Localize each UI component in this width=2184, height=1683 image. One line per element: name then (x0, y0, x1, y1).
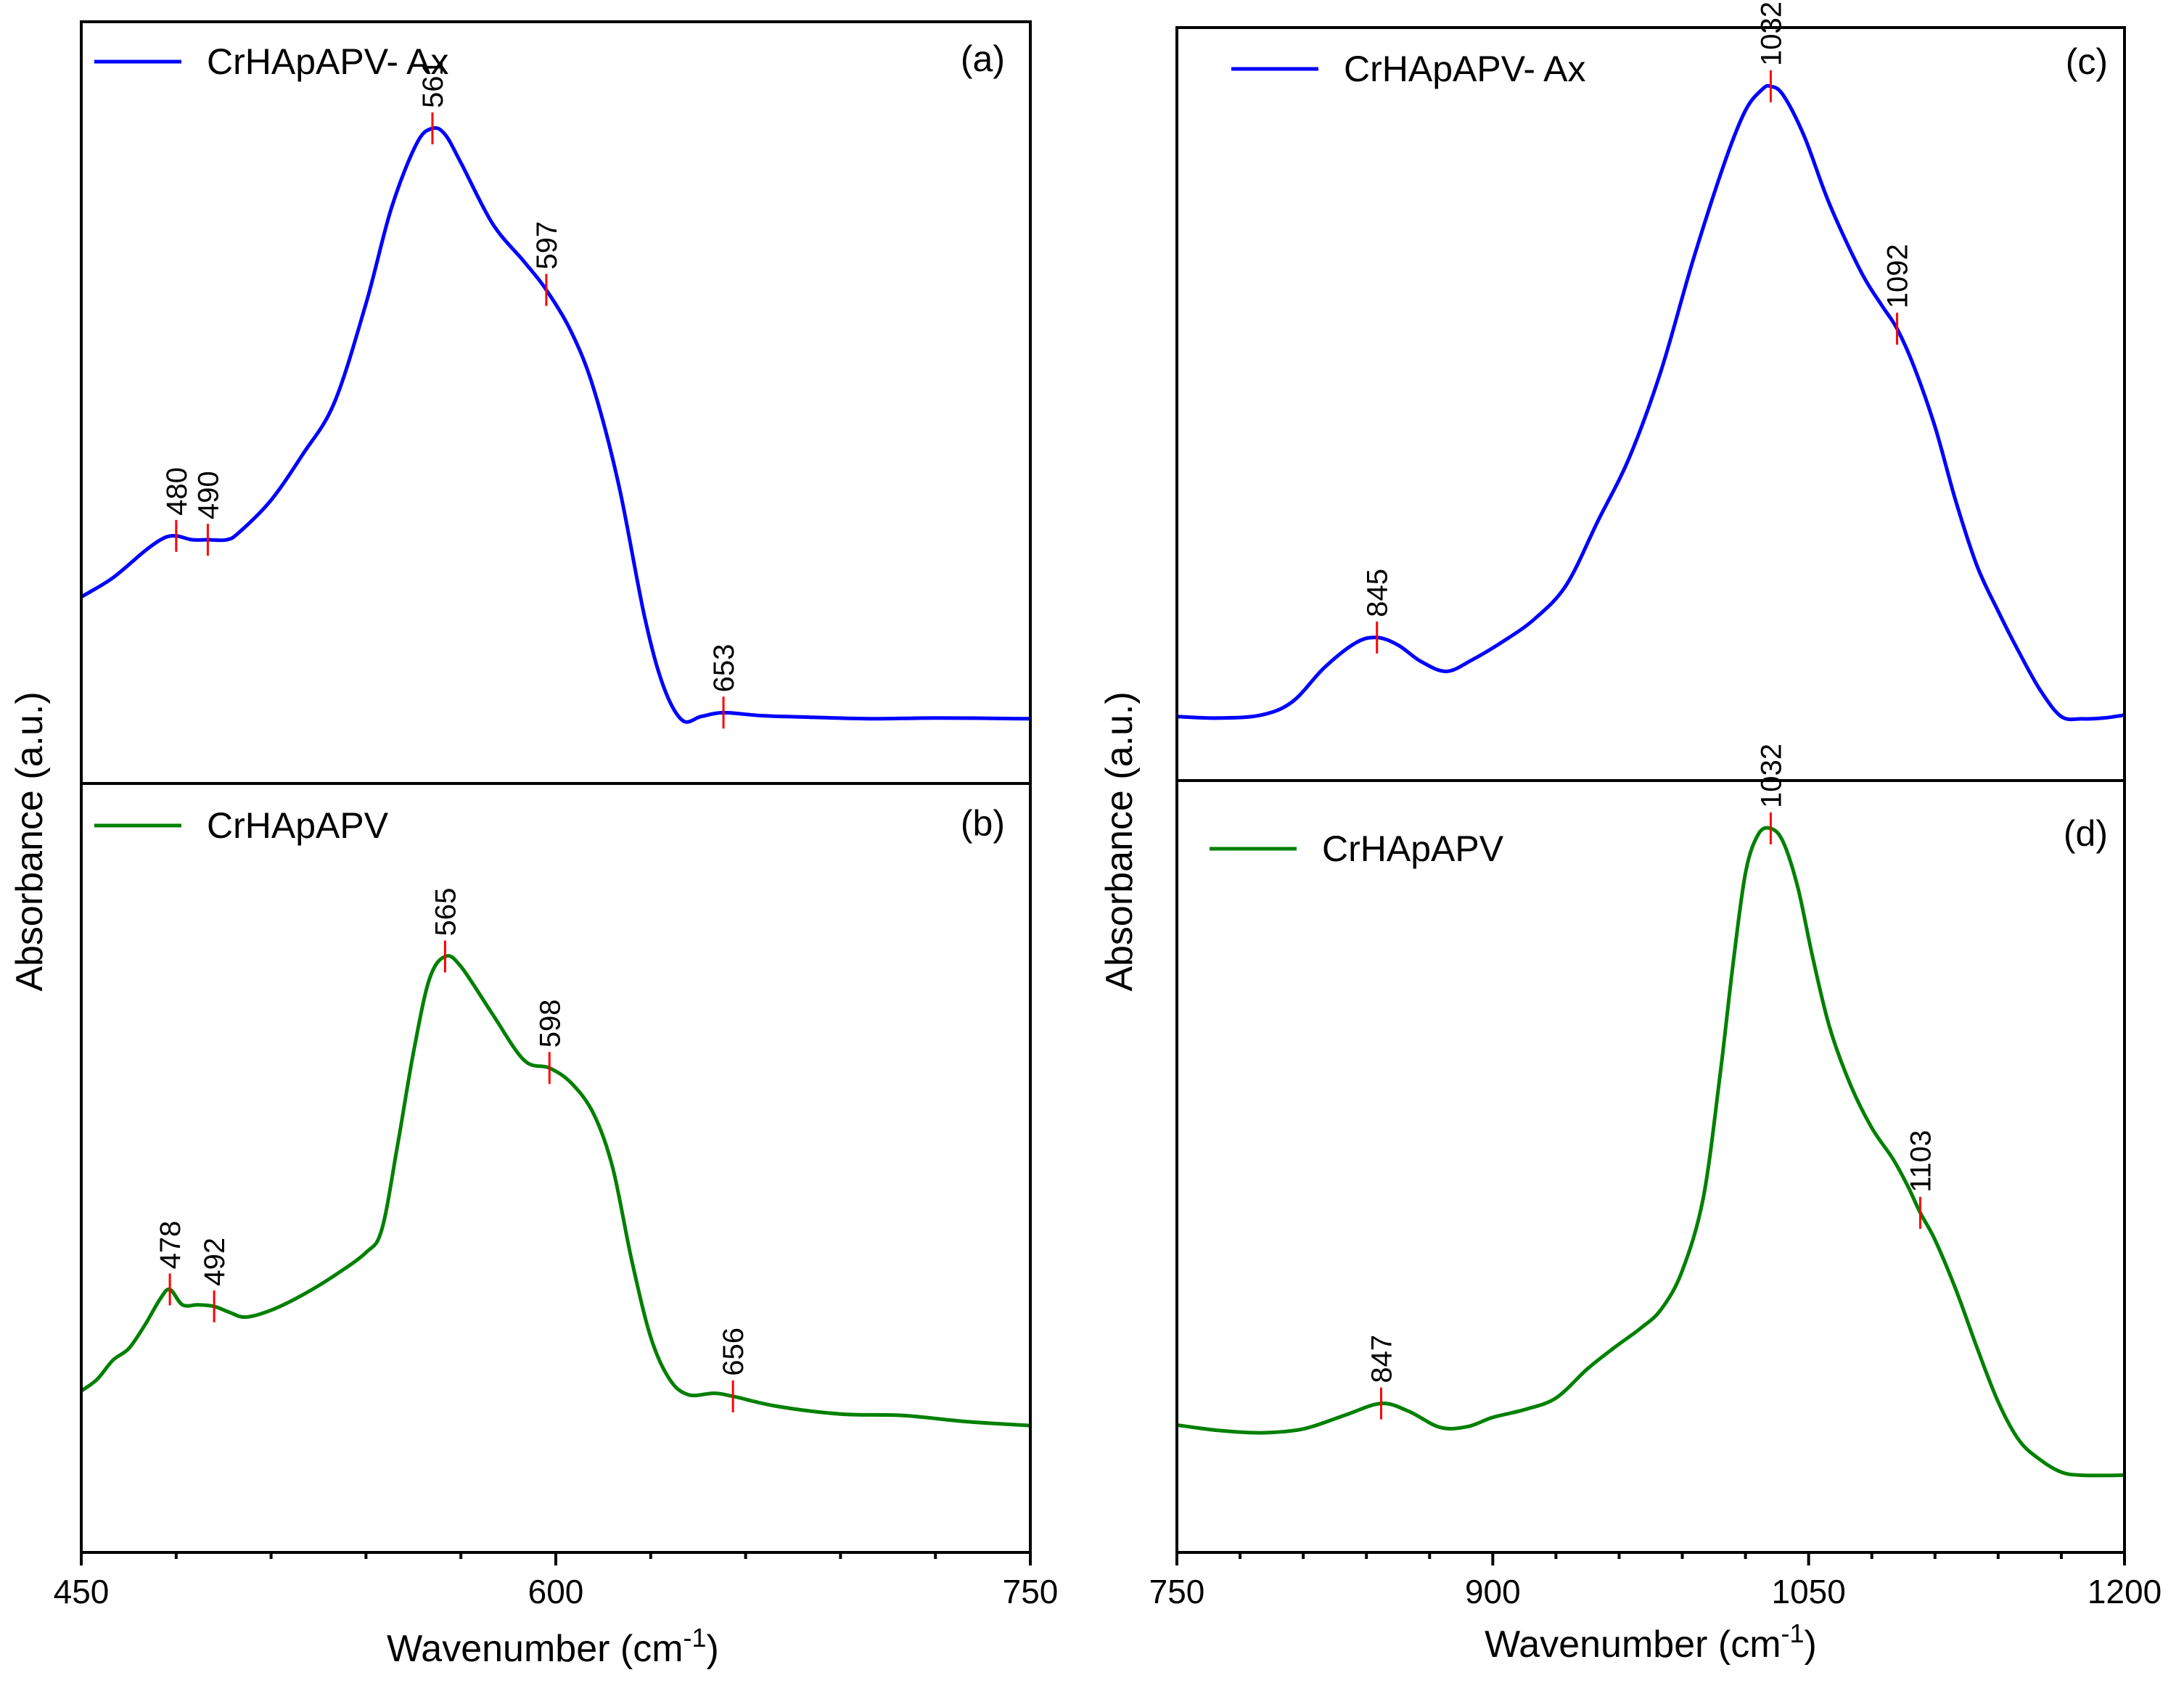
peak-label-d-1032: 1032 (1755, 744, 1787, 808)
series-line-b (80, 954, 1031, 1428)
tick-label-right-900: 900 (1465, 1573, 1521, 1610)
panels: 480 490 561 597 653 CrHApAPV- Ax (a) 478 492 565 5… (80, 1, 2126, 1554)
tick-label-left-750: 750 (1003, 1573, 1059, 1610)
peak-label-b-598: 598 (534, 999, 566, 1048)
tick-label-right-1050: 1050 (1771, 1573, 1845, 1610)
tick-label-left-450: 450 (54, 1573, 110, 1610)
x-axes: 450 600 750 750 900 1050 1200 (54, 1552, 2162, 1610)
peak-label-a-561: 561 (417, 59, 449, 108)
peak-label-b-565: 565 (430, 888, 461, 937)
peak-label-c-1092: 1092 (1882, 244, 1914, 308)
series-line-a (80, 125, 1031, 724)
panel-label-b: (b) (961, 803, 1005, 844)
legend-label-d: CrHApAPV (1322, 828, 1504, 869)
series-line-c (1176, 83, 2125, 722)
tick-label-right-1200: 1200 (2087, 1573, 2162, 1610)
series-line-d (1176, 826, 2125, 1478)
tick-label-right-750: 750 (1149, 1573, 1205, 1610)
tick-label-left-600: 600 (528, 1573, 584, 1610)
peak-label-c-1032: 1032 (1755, 1, 1787, 66)
peak-label-c-845: 845 (1362, 569, 1394, 617)
peak-label-a-490: 490 (192, 471, 224, 519)
panel-label-d: (d) (2064, 813, 2108, 854)
peak-label-d-847: 847 (1366, 1335, 1398, 1383)
legend-label-c: CrHApAPV- Ax (1344, 49, 1585, 89)
right-xlabel: Wavenumber (cm-1) (1485, 1618, 1817, 1666)
peak-label-b-478: 478 (155, 1221, 186, 1270)
panel-label-c: (c) (2066, 41, 2108, 82)
plot-frame-d (1175, 779, 2126, 1554)
panel-a: 480 490 561 597 653 CrHApAPV- Ax (a) (80, 20, 1032, 785)
right-ylabel: Absorbance (a.u.) (1099, 691, 1141, 991)
panel-d: 847 1032 1103 CrHApAPV (d) (1175, 744, 2126, 1554)
panel-c: 845 1032 1092 CrHApAPV- Ax (c) (1175, 1, 2126, 782)
left-xlabel: Wavenumber (cm-1) (387, 1623, 719, 1671)
peak-label-d-1103: 1103 (1905, 1130, 1937, 1193)
panel-label-a: (a) (961, 38, 1005, 79)
left-ylabel: Absorbance (a.u.) (9, 691, 51, 991)
plot-frame-b (80, 782, 1032, 1554)
peak-label-a-653: 653 (708, 644, 740, 693)
peak-label-b-656: 656 (718, 1328, 750, 1376)
peak-label-b-492: 492 (199, 1238, 231, 1286)
peak-label-a-480: 480 (161, 467, 193, 516)
legend-label-b: CrHApAPV (207, 805, 389, 846)
plot-frame-a (80, 20, 1032, 785)
legend-label-a: CrHApAPV- Ax (207, 41, 448, 82)
peak-label-a-597: 597 (531, 221, 563, 270)
panel-b: 478 492 565 598 656 CrHApAPV (b) (80, 782, 1032, 1554)
